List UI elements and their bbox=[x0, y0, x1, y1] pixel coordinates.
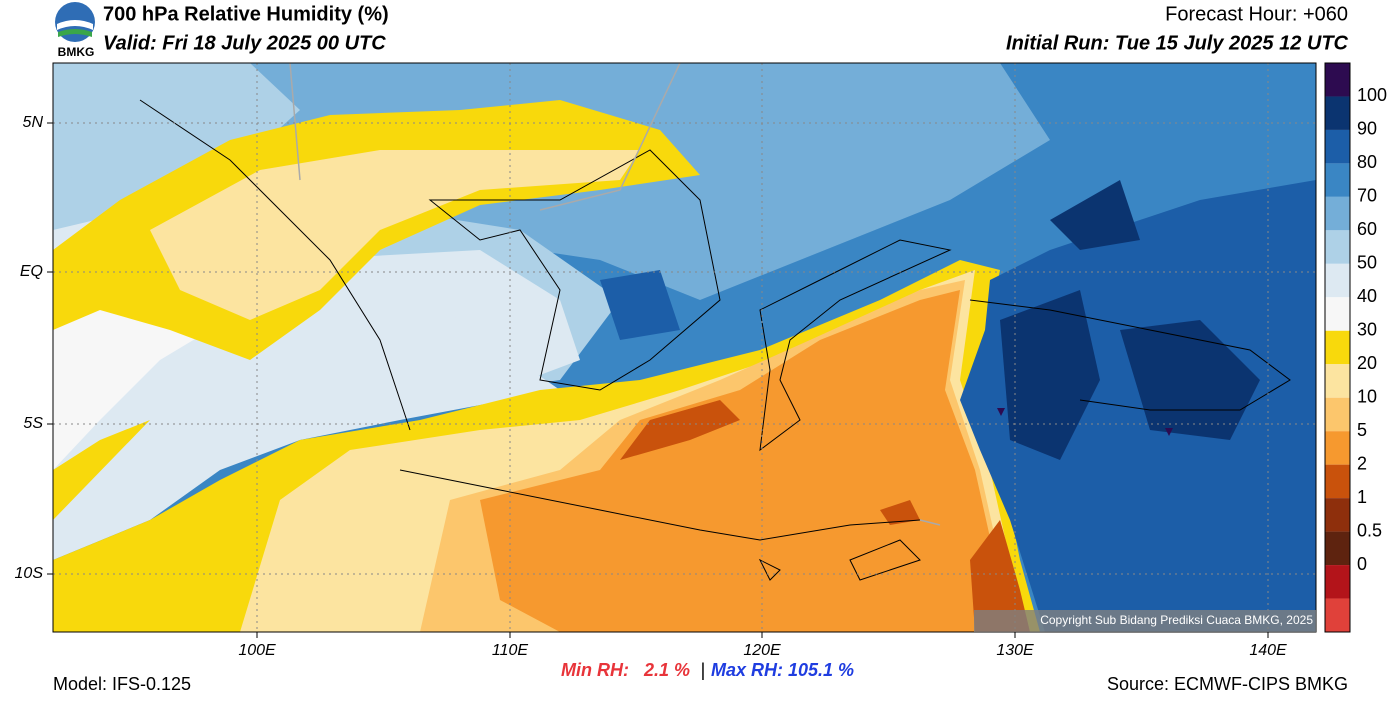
colorbar-box bbox=[1325, 431, 1350, 465]
lat-label: 10S bbox=[15, 565, 44, 582]
colorbar: 100 90 80 70 60 50 40 30 20 10 5 2 1 0.5 0 bbox=[1324, 62, 1387, 633]
colorbar-box bbox=[1325, 263, 1350, 298]
colorbar-label: 40 bbox=[1357, 286, 1377, 306]
colorbar-box bbox=[1325, 364, 1350, 398]
lat-label: 5N bbox=[23, 114, 44, 131]
colorbar-box bbox=[1325, 63, 1350, 97]
colorbar-label: 10 bbox=[1357, 386, 1377, 406]
colorbar-label: 50 bbox=[1357, 253, 1377, 273]
colorbar-box bbox=[1325, 565, 1350, 599]
source: Source: ECMWF-CIPS BMKG bbox=[1107, 674, 1348, 694]
colorbar-label: 2 bbox=[1357, 453, 1367, 473]
logo-text: BMKG bbox=[58, 45, 95, 59]
lat-label: 5S bbox=[23, 415, 43, 432]
model: Model: IFS-0.125 bbox=[53, 674, 191, 694]
separator: | bbox=[701, 660, 706, 680]
colorbar-label: 5 bbox=[1357, 420, 1367, 440]
valid-time: Valid: Fri 18 July 2025 00 UTC bbox=[103, 32, 386, 54]
colorbar-box bbox=[1325, 96, 1350, 130]
copyright-box bbox=[974, 610, 1316, 632]
colorbar-box bbox=[1325, 598, 1350, 632]
colorbar-box bbox=[1325, 129, 1350, 164]
colorbar-box bbox=[1325, 196, 1350, 231]
lon-label: 100E bbox=[238, 642, 276, 659]
colorbar-box bbox=[1325, 297, 1350, 331]
colorbar-label: 100 bbox=[1357, 85, 1387, 105]
colorbar-box bbox=[1325, 498, 1350, 532]
colorbar-box bbox=[1325, 163, 1350, 197]
colorbar-label: 0 bbox=[1357, 554, 1367, 574]
colorbar-box bbox=[1325, 464, 1350, 499]
lon-label: 120E bbox=[743, 642, 781, 659]
colorbar-label: 0.5 bbox=[1357, 520, 1382, 540]
colorbar-label: 60 bbox=[1357, 219, 1377, 239]
forecast-hour: Forecast Hour: +060 bbox=[1165, 3, 1348, 25]
colorbar-label: 70 bbox=[1357, 186, 1377, 206]
colorbar-box bbox=[1325, 397, 1350, 432]
title: 700 hPa Relative Humidity (%) bbox=[103, 3, 389, 25]
colorbar-box bbox=[1325, 230, 1350, 264]
colorbar-box bbox=[1325, 531, 1350, 566]
colorbar-label: 80 bbox=[1357, 152, 1377, 172]
lat-label: EQ bbox=[20, 263, 43, 280]
colorbar-label: 30 bbox=[1357, 320, 1377, 340]
colorbar-frame bbox=[1324, 62, 1351, 633]
lon-label: 130E bbox=[996, 642, 1034, 659]
axes: 5N EQ 5S 10S 100E 110E 120E 130E 140E bbox=[15, 114, 1287, 659]
lon-label: 140E bbox=[1249, 642, 1287, 659]
colorbar-label: 20 bbox=[1357, 353, 1377, 373]
map-frame bbox=[52, 62, 1317, 633]
initial-run: Initial Run: Tue 15 July 2025 12 UTC bbox=[1006, 32, 1349, 54]
colorbar-box bbox=[1325, 330, 1350, 365]
min-rh: Min RH: 2.1 % bbox=[561, 660, 690, 680]
copyright: Copyright Sub Bidang Prediksi Cuaca BMKG… bbox=[1040, 613, 1313, 627]
logo bbox=[55, 2, 95, 42]
max-rh: Max RH: 105.1 % bbox=[711, 660, 854, 680]
colorbar-label: 90 bbox=[1357, 119, 1377, 139]
colorbar-label: 1 bbox=[1357, 487, 1367, 507]
map-field bbox=[53, 63, 1316, 632]
lon-label: 110E bbox=[492, 642, 529, 659]
